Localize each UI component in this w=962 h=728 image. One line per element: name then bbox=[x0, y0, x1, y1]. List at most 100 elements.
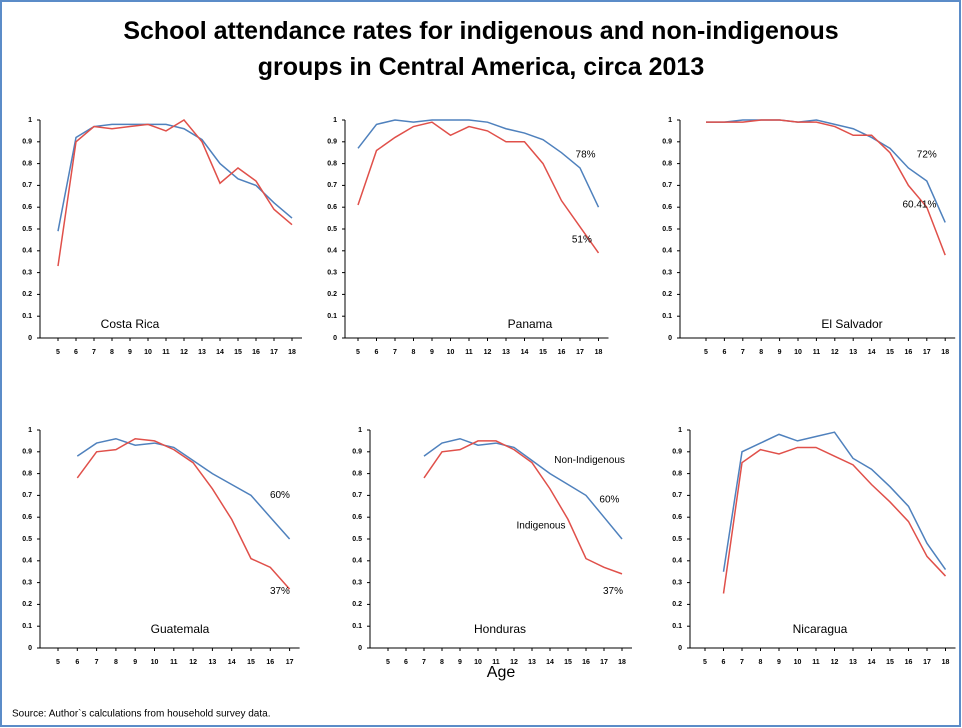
x-tick-label: 7 bbox=[422, 659, 426, 666]
series-line bbox=[76, 437, 291, 540]
x-tick-label: 15 bbox=[886, 349, 894, 356]
y-tick-label: 0.1 bbox=[662, 313, 672, 320]
y-tick-label: 0.7 bbox=[22, 492, 32, 499]
x-tick-label: 6 bbox=[404, 659, 408, 666]
y-tick-label: 0.4 bbox=[327, 248, 337, 255]
x-tick-label: 16 bbox=[252, 349, 260, 356]
panel-title: Honduras bbox=[474, 622, 526, 636]
y-tick-label: 0.2 bbox=[22, 291, 32, 298]
y-tick-label: 0.6 bbox=[352, 514, 362, 521]
panel-title: Costa Rica bbox=[101, 317, 160, 331]
series-line bbox=[76, 437, 291, 590]
y-tick-label: 0.1 bbox=[672, 623, 682, 630]
y-tick-label: 0 bbox=[678, 645, 682, 652]
y-tick-label: 0.4 bbox=[662, 248, 672, 255]
y-tick-label: 0.9 bbox=[22, 449, 32, 456]
y-tick-label: 0.4 bbox=[352, 558, 362, 565]
x-tick-label: 17 bbox=[576, 349, 584, 356]
y-tick-label: 0.5 bbox=[662, 226, 672, 233]
x-tick-label: 15 bbox=[234, 349, 242, 356]
y-tick-label: 0.8 bbox=[352, 470, 362, 477]
x-tick-label: 9 bbox=[133, 659, 137, 666]
series-line bbox=[423, 437, 623, 540]
y-tick-label: 0 bbox=[28, 335, 32, 342]
y-tick-label: 0 bbox=[668, 335, 672, 342]
x-tick-label: 12 bbox=[180, 349, 188, 356]
x-tick-label: 7 bbox=[95, 659, 99, 666]
y-tick-label: 0.6 bbox=[327, 204, 337, 211]
x-tick-label: 10 bbox=[151, 659, 159, 666]
y-tick-label: 0.1 bbox=[352, 623, 362, 630]
x-tick-label: 10 bbox=[794, 349, 802, 356]
x-tick-label: 12 bbox=[831, 659, 839, 666]
x-tick-label: 14 bbox=[228, 659, 236, 666]
y-tick-label: 0.2 bbox=[662, 291, 672, 298]
x-tick-label: 18 bbox=[288, 349, 296, 356]
x-tick-label: 11 bbox=[492, 659, 500, 666]
x-tick-label: 15 bbox=[247, 659, 255, 666]
x-tick-label: 12 bbox=[189, 659, 197, 666]
x-tick-label: 10 bbox=[447, 349, 455, 356]
x-tick-label: 12 bbox=[484, 349, 492, 356]
y-tick-label: 0.7 bbox=[22, 182, 32, 189]
series-line bbox=[57, 119, 293, 267]
x-tick-label: 8 bbox=[114, 659, 118, 666]
y-tick-label: 0 bbox=[28, 645, 32, 652]
series-line bbox=[357, 119, 600, 208]
x-tick-label: 17 bbox=[600, 659, 608, 666]
y-tick-label: 0.3 bbox=[352, 579, 362, 586]
x-tick-label: 14 bbox=[216, 349, 224, 356]
y-tick-label: 0.5 bbox=[22, 536, 32, 543]
x-tick-label: 15 bbox=[539, 349, 547, 356]
annotation: 60.41% bbox=[902, 200, 936, 211]
x-tick-label: 18 bbox=[618, 659, 626, 666]
x-tick-label: 18 bbox=[941, 349, 949, 356]
x-tick-label: 5 bbox=[386, 659, 390, 666]
x-tick-label: 10 bbox=[474, 659, 482, 666]
series-line bbox=[57, 123, 293, 232]
panel-title: El Salvador bbox=[821, 317, 882, 331]
x-tick-label: 9 bbox=[430, 349, 434, 356]
x-tick-label: 13 bbox=[528, 659, 536, 666]
y-tick-label: 0.9 bbox=[662, 139, 672, 146]
x-tick-label: 10 bbox=[144, 349, 152, 356]
x-tick-label: 7 bbox=[92, 349, 96, 356]
y-tick-label: 0.8 bbox=[22, 470, 32, 477]
series-line bbox=[357, 121, 600, 254]
x-tick-label: 12 bbox=[831, 349, 839, 356]
annotation: 37% bbox=[603, 586, 623, 597]
x-tick-label: 9 bbox=[777, 659, 781, 666]
x-tick-label: 8 bbox=[440, 659, 444, 666]
x-tick-label: 16 bbox=[266, 659, 274, 666]
y-tick-label: 0.3 bbox=[22, 579, 32, 586]
x-tick-label: 14 bbox=[868, 659, 876, 666]
x-tick-label: 18 bbox=[942, 659, 950, 666]
y-tick-label: 0.5 bbox=[352, 536, 362, 543]
x-tick-label: 8 bbox=[412, 349, 416, 356]
x-tick-label: 5 bbox=[56, 349, 60, 356]
x-tick-label: 8 bbox=[110, 349, 114, 356]
panel-title: Nicaragua bbox=[793, 622, 848, 636]
annotation: 72% bbox=[917, 150, 937, 161]
x-tick-label: 16 bbox=[582, 659, 590, 666]
y-tick-label: 0.9 bbox=[22, 139, 32, 146]
y-tick-label: 0.7 bbox=[327, 182, 337, 189]
series-line bbox=[706, 119, 946, 256]
x-tick-label: 17 bbox=[286, 659, 294, 666]
x-tick-label: 5 bbox=[703, 659, 707, 666]
annotation: 60% bbox=[599, 494, 619, 505]
y-tick-label: 0.4 bbox=[22, 558, 32, 565]
series-line bbox=[722, 446, 947, 594]
x-tick-label: 7 bbox=[740, 659, 744, 666]
x-tick-label: 6 bbox=[375, 349, 379, 356]
x-tick-label: 6 bbox=[722, 349, 726, 356]
x-tick-label: 14 bbox=[546, 659, 554, 666]
y-tick-label: 0.9 bbox=[352, 449, 362, 456]
x-tick-label: 5 bbox=[704, 349, 708, 356]
x-tick-label: 13 bbox=[502, 349, 510, 356]
y-tick-label: 0.6 bbox=[662, 204, 672, 211]
x-tick-label: 9 bbox=[128, 349, 132, 356]
y-tick-label: 0.8 bbox=[22, 160, 32, 167]
